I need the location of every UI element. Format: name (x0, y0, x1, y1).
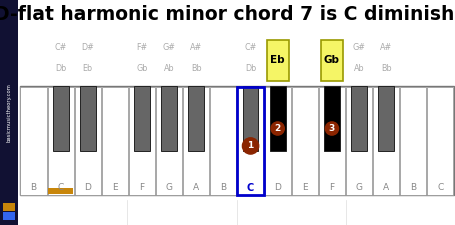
Text: G#: G# (352, 43, 365, 52)
Bar (399, 86, 425, 194)
Bar (210, 86, 236, 194)
Bar (129, 86, 155, 194)
Bar (53, 86, 68, 151)
Bar (101, 86, 128, 194)
Bar (3, 212, 15, 220)
Circle shape (270, 122, 283, 135)
Bar (237, 86, 263, 194)
Text: Ab: Ab (163, 64, 174, 73)
Bar (20, 86, 46, 194)
Bar (372, 86, 399, 194)
Text: E: E (301, 184, 307, 193)
Text: B: B (410, 184, 415, 193)
Text: A#: A# (379, 43, 391, 52)
Bar (426, 86, 453, 194)
Bar (75, 86, 101, 194)
Bar (0, 0, 18, 225)
Text: 1: 1 (247, 142, 253, 151)
Text: 2: 2 (274, 124, 280, 133)
Text: C: C (247, 183, 253, 193)
Text: F: F (139, 184, 144, 193)
Bar (291, 86, 317, 194)
Bar (324, 86, 339, 151)
Text: Gb: Gb (323, 55, 339, 65)
Text: 3: 3 (328, 124, 334, 133)
Text: Ab: Ab (353, 64, 364, 73)
Text: A: A (193, 184, 199, 193)
Circle shape (242, 138, 258, 154)
Text: A#: A# (190, 43, 202, 52)
Bar (47, 86, 74, 194)
Bar (378, 86, 393, 151)
Text: B: B (220, 184, 226, 193)
Text: Db: Db (55, 64, 66, 73)
Bar (156, 86, 182, 194)
Bar (350, 86, 366, 151)
Bar (161, 86, 177, 151)
Text: F#: F# (136, 43, 147, 52)
Bar (318, 86, 344, 194)
Text: D-flat harmonic minor chord 7 is C diminished: D-flat harmonic minor chord 7 is C dimin… (0, 5, 455, 25)
Bar (80, 86, 96, 151)
Text: Eb: Eb (82, 64, 93, 73)
Text: Db: Db (244, 64, 256, 73)
Text: D: D (84, 184, 91, 193)
Bar (237, 86, 263, 194)
Text: B: B (30, 184, 36, 193)
Text: G: G (355, 184, 362, 193)
Text: C: C (436, 184, 443, 193)
Text: C#: C# (55, 43, 67, 52)
Text: G#: G# (162, 43, 175, 52)
FancyBboxPatch shape (266, 40, 288, 81)
Bar (242, 86, 258, 151)
Bar (134, 86, 150, 151)
Text: A: A (382, 184, 389, 193)
Bar (48, 188, 73, 194)
Text: E: E (112, 184, 117, 193)
Text: basicmusictheory.com: basicmusictheory.com (6, 83, 11, 142)
Text: F: F (329, 184, 334, 193)
Text: Bb: Bb (380, 64, 391, 73)
Text: C#: C# (244, 43, 256, 52)
Text: D: D (273, 184, 281, 193)
Bar (264, 86, 290, 194)
Bar (345, 86, 371, 194)
Text: Gb: Gb (136, 64, 147, 73)
Text: C: C (57, 184, 64, 193)
Bar (3, 203, 15, 211)
Circle shape (324, 122, 338, 135)
Bar (269, 86, 285, 151)
Text: Eb: Eb (270, 55, 284, 65)
Bar (188, 86, 204, 151)
FancyBboxPatch shape (320, 40, 342, 81)
Text: G: G (165, 184, 172, 193)
Bar (183, 86, 209, 194)
Text: D#: D# (81, 43, 94, 52)
Bar (20, 86, 453, 195)
Text: Bb: Bb (191, 64, 201, 73)
